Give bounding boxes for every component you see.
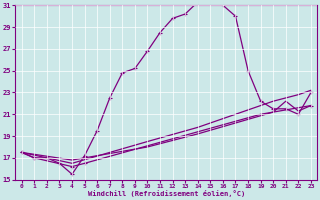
X-axis label: Windchill (Refroidissement éolien,°C): Windchill (Refroidissement éolien,°C)	[88, 190, 245, 197]
